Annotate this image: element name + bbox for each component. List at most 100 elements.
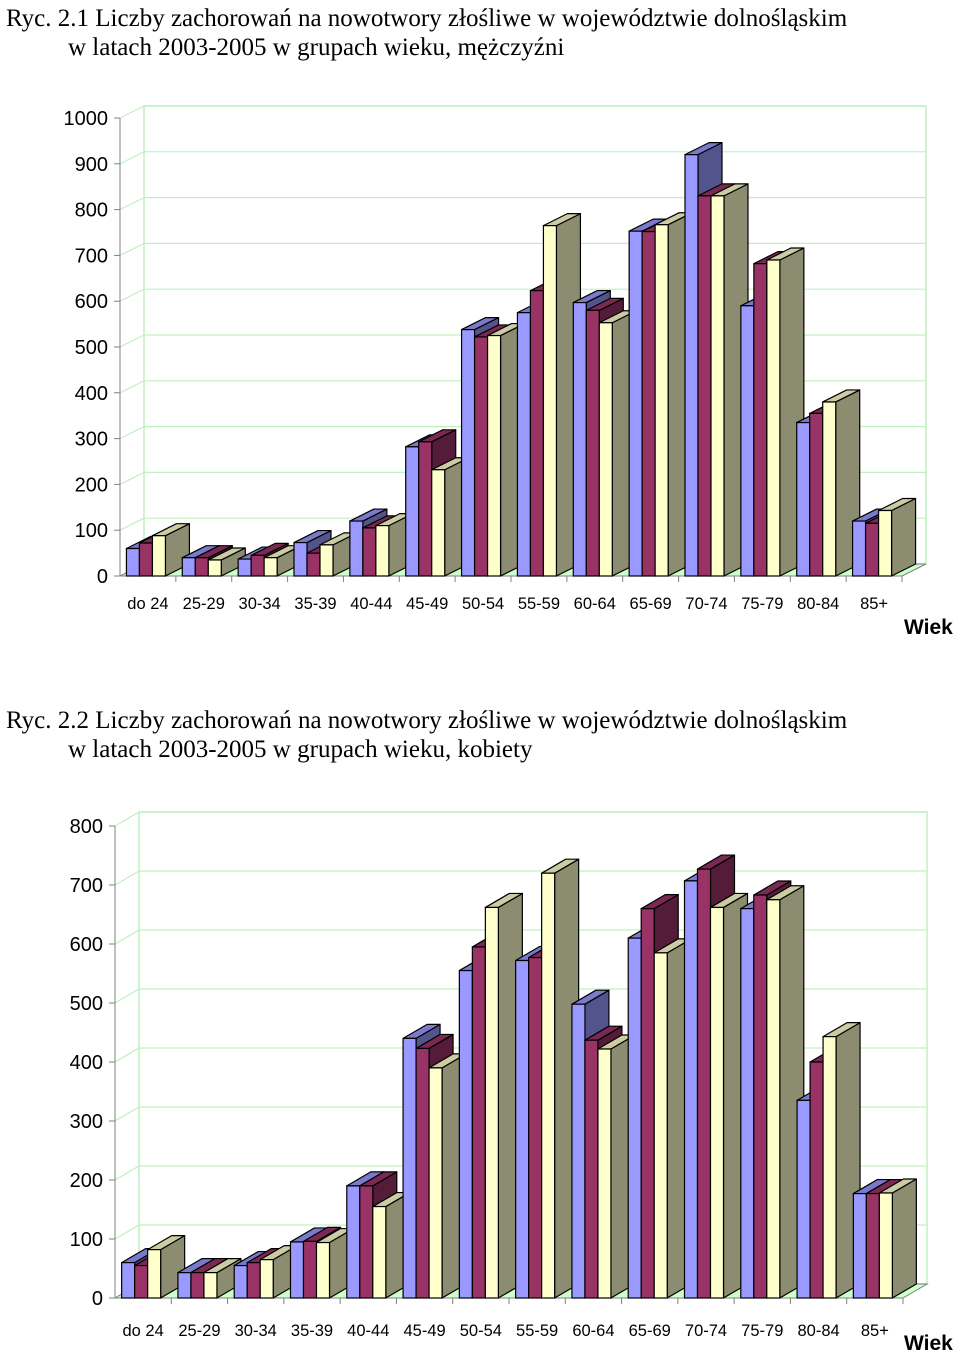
caption-line-1: Ryc. 2.1 Liczby zachorowań na nowotwory … bbox=[6, 4, 847, 33]
x-tick-label: 80-84 bbox=[797, 1322, 839, 1340]
x-tick-label: do 24 bbox=[127, 595, 168, 613]
y-tick-label: 800 bbox=[70, 816, 103, 838]
x-tick-label: 55-59 bbox=[518, 595, 560, 613]
bar-front bbox=[177, 1272, 192, 1299]
bar-front bbox=[121, 1262, 136, 1299]
gridline-side bbox=[114, 1165, 140, 1181]
bar-front bbox=[349, 520, 364, 577]
y-tick-label: 1000 bbox=[64, 108, 109, 130]
bar-side bbox=[891, 1178, 917, 1299]
caption-line-2: w latach 2003-2005 w grupach wieku, kobi… bbox=[68, 736, 533, 763]
bar-front bbox=[877, 509, 893, 577]
gridline-side bbox=[114, 1047, 140, 1063]
gridline-side bbox=[119, 334, 145, 348]
y-tick-label: 400 bbox=[75, 383, 108, 405]
gridline-side bbox=[119, 288, 145, 302]
bar-front bbox=[259, 1259, 274, 1299]
bar-front bbox=[653, 952, 668, 1299]
bar-front bbox=[753, 263, 768, 577]
bar-front bbox=[375, 525, 390, 577]
bar-front bbox=[852, 1192, 867, 1299]
bar-front bbox=[654, 224, 669, 577]
y-tick-label: 500 bbox=[70, 993, 103, 1015]
bar-front bbox=[572, 301, 587, 577]
bar-front bbox=[684, 154, 699, 577]
x-tick-label: 60-64 bbox=[574, 595, 616, 613]
caption-number: Ryc. 2.2 bbox=[6, 707, 90, 734]
caption-title: Liczby zachorowań na nowotwory złośliwe … bbox=[95, 5, 848, 32]
y-tick-label: 0 bbox=[97, 566, 108, 588]
bar-front bbox=[181, 557, 196, 577]
y-tick-label: 200 bbox=[75, 474, 108, 496]
bar-chart-men: 0 100 200 300 400 500 600 700 800 900 1000 do 24 25-… bbox=[64, 105, 953, 639]
bar-front bbox=[289, 1241, 305, 1299]
y-tick-label: 300 bbox=[75, 429, 108, 451]
bar-front bbox=[796, 421, 811, 577]
gridline-side bbox=[119, 197, 145, 211]
x-tick-label: 30-34 bbox=[239, 595, 281, 613]
bar-front bbox=[315, 1241, 331, 1299]
bar-front bbox=[585, 309, 600, 577]
x-tick-label: 40-44 bbox=[350, 595, 392, 613]
caption-title: Liczby zachorowań na nowotwory złośliwe … bbox=[95, 707, 848, 734]
bar-front bbox=[796, 1099, 811, 1299]
gridline-side bbox=[119, 242, 145, 256]
bar-front bbox=[640, 907, 655, 1299]
caption-line-2: w latach 2003-2005 w grupach wieku, mężc… bbox=[68, 34, 565, 61]
x-tick-label: 25-29 bbox=[178, 1322, 220, 1340]
bar-front bbox=[753, 894, 768, 1299]
bar-front bbox=[405, 446, 420, 577]
bar-front bbox=[346, 1185, 361, 1299]
bar-front bbox=[415, 1047, 430, 1299]
caption-line-1: Ryc. 2.2 Liczby zachorowań na nowotwory … bbox=[6, 706, 847, 735]
bar-front bbox=[683, 880, 699, 1299]
bar-front bbox=[372, 1205, 387, 1299]
bar-front bbox=[571, 1003, 586, 1299]
x-tick-label: 35-39 bbox=[291, 1322, 333, 1340]
y-tick-label: 300 bbox=[70, 1111, 103, 1133]
gridline-side bbox=[114, 929, 140, 945]
bar-front bbox=[766, 899, 781, 1299]
x-tick-label: 50-54 bbox=[460, 1322, 502, 1340]
bar bbox=[147, 1235, 186, 1299]
bar-front bbox=[362, 527, 377, 577]
bar bbox=[207, 547, 246, 577]
gridline-side bbox=[119, 471, 145, 485]
x-tick-label: 65-69 bbox=[629, 1322, 671, 1340]
y-tick-label: 100 bbox=[70, 1229, 103, 1251]
y-tick-label: 500 bbox=[75, 337, 108, 359]
bar-front bbox=[710, 195, 725, 577]
x-tick-label: 55-59 bbox=[516, 1322, 558, 1340]
bar-front bbox=[484, 906, 499, 1299]
bar-front bbox=[147, 1249, 162, 1299]
bar-front bbox=[207, 559, 222, 577]
bar-front bbox=[696, 868, 712, 1299]
bar-front bbox=[709, 906, 725, 1299]
bar-front bbox=[528, 956, 543, 1299]
bar-front bbox=[306, 552, 321, 577]
caption-number: Ryc. 2.1 bbox=[6, 5, 90, 32]
bar-front bbox=[584, 1039, 599, 1299]
x-tick-label: 25-29 bbox=[183, 595, 225, 613]
x-tick-label: 40-44 bbox=[347, 1322, 389, 1340]
bar-front bbox=[541, 872, 556, 1299]
bar-front bbox=[134, 1264, 149, 1299]
figure-caption-women: Ryc. 2.2 Liczby zachorowań na nowotwory … bbox=[6, 706, 847, 764]
x-tick-label: 75-79 bbox=[741, 1322, 783, 1340]
x-tick-label: 80-84 bbox=[797, 595, 839, 613]
x-tick-label: 35-39 bbox=[294, 595, 336, 613]
gridline-side bbox=[114, 988, 140, 1004]
x-tick-label: 45-49 bbox=[406, 595, 448, 613]
bar-front bbox=[250, 554, 265, 577]
x-axis-title: Wiek bbox=[904, 1332, 953, 1354]
x-tick-label: 85+ bbox=[860, 595, 888, 613]
gridline-side bbox=[119, 517, 145, 531]
y-tick-label: 0 bbox=[92, 1288, 103, 1310]
bar-front bbox=[418, 441, 433, 577]
gridline-side bbox=[114, 811, 140, 827]
bar-front bbox=[864, 522, 880, 577]
bar-front bbox=[460, 328, 476, 577]
bar-front bbox=[822, 1036, 837, 1299]
bar-front bbox=[246, 1262, 261, 1299]
gridline-side bbox=[114, 870, 140, 886]
